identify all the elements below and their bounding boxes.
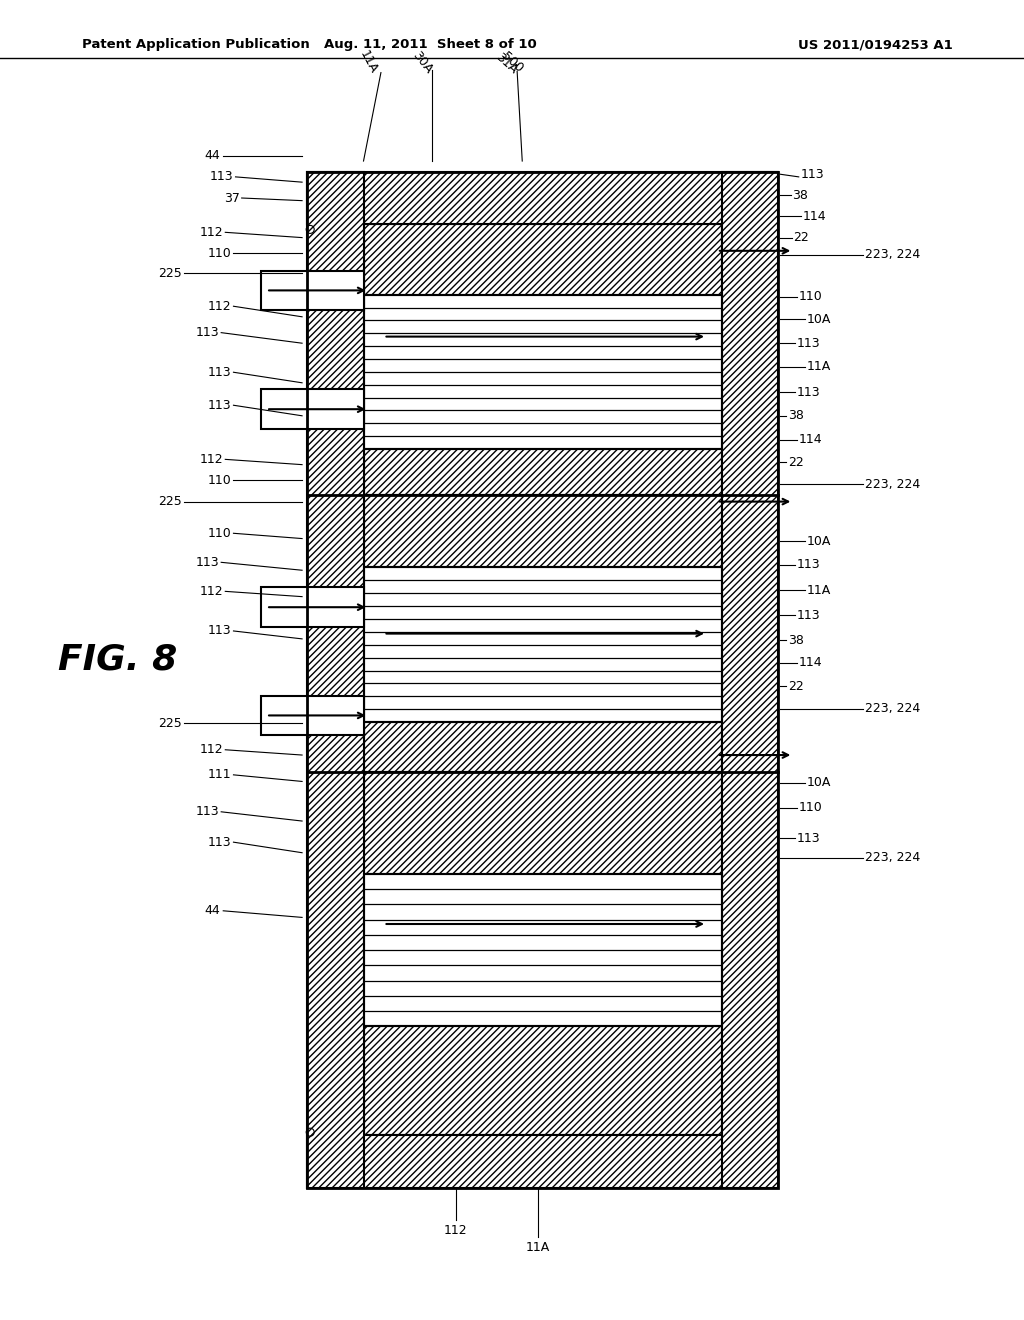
Text: 10A: 10A	[807, 776, 831, 789]
Text: 11A: 11A	[807, 583, 831, 597]
Text: 113: 113	[210, 170, 233, 183]
Text: 114: 114	[799, 433, 822, 446]
Text: 110: 110	[208, 474, 231, 487]
Text: 38: 38	[788, 634, 805, 647]
Text: 113: 113	[208, 399, 231, 412]
Text: Aug. 11, 2011  Sheet 8 of 10: Aug. 11, 2011 Sheet 8 of 10	[324, 38, 537, 51]
Text: 113: 113	[797, 558, 820, 572]
Text: 223, 224: 223, 224	[865, 478, 921, 491]
Text: 11A: 11A	[525, 1241, 550, 1254]
Bar	[307, 172, 778, 224]
Text: 112: 112	[200, 226, 223, 239]
Text: 44: 44	[205, 904, 220, 917]
Text: 113: 113	[208, 366, 231, 379]
Text: 500: 500	[499, 49, 525, 75]
Bar	[261, 696, 364, 735]
Bar	[307, 172, 364, 1188]
Text: 113: 113	[797, 609, 820, 622]
Bar	[307, 1135, 778, 1188]
Text: 30A: 30A	[410, 49, 434, 75]
Text: 113: 113	[797, 832, 820, 845]
Text: 37: 37	[223, 191, 240, 205]
Text: 113: 113	[797, 337, 820, 350]
Bar	[364, 772, 722, 874]
Text: 11A: 11A	[357, 49, 380, 75]
Text: 223, 224: 223, 224	[865, 851, 921, 865]
Text: 38: 38	[788, 409, 805, 422]
Text: 113: 113	[196, 326, 219, 339]
Text: 112: 112	[208, 300, 231, 313]
Bar	[261, 271, 364, 310]
Bar	[364, 294, 722, 449]
Text: 223, 224: 223, 224	[865, 248, 921, 261]
Bar	[722, 172, 778, 1188]
Text: 44: 44	[205, 149, 220, 162]
Text: 113: 113	[797, 385, 820, 399]
Text: 110: 110	[799, 290, 822, 304]
Text: 225: 225	[159, 267, 182, 280]
Text: 114: 114	[803, 210, 826, 223]
Text: FIG. 8: FIG. 8	[58, 643, 177, 677]
Text: 113: 113	[208, 624, 231, 638]
Text: US 2011/0194253 A1: US 2011/0194253 A1	[798, 38, 952, 51]
Text: 22: 22	[794, 231, 809, 244]
Bar	[364, 722, 722, 772]
Text: 112: 112	[200, 743, 223, 756]
Text: 114: 114	[799, 656, 822, 669]
Text: 38: 38	[793, 189, 809, 202]
Text: 10A: 10A	[807, 535, 831, 548]
Bar	[364, 224, 722, 294]
Bar	[364, 495, 722, 568]
Text: 31A: 31A	[494, 50, 520, 77]
Text: Patent Application Publication: Patent Application Publication	[82, 38, 309, 51]
Bar	[364, 874, 722, 1027]
Bar	[261, 389, 364, 429]
Text: 11A: 11A	[807, 360, 831, 374]
Bar	[261, 587, 364, 627]
Text: 112: 112	[443, 1224, 468, 1237]
Text: 112: 112	[200, 585, 223, 598]
Bar	[364, 568, 722, 722]
Bar	[364, 449, 722, 495]
Text: 225: 225	[159, 495, 182, 508]
Bar	[364, 1027, 722, 1135]
Text: 113: 113	[801, 168, 824, 181]
Text: 22: 22	[788, 680, 804, 693]
Text: 113: 113	[208, 836, 231, 849]
Text: 113: 113	[196, 805, 219, 818]
Text: 110: 110	[208, 527, 231, 540]
Text: 223, 224: 223, 224	[865, 702, 921, 715]
Text: 111: 111	[208, 768, 231, 781]
Text: 113: 113	[196, 556, 219, 569]
Text: 112: 112	[200, 453, 223, 466]
Text: 10A: 10A	[807, 313, 831, 326]
Bar	[307, 172, 778, 1188]
Text: 110: 110	[799, 801, 822, 814]
Text: 22: 22	[788, 455, 804, 469]
Text: 225: 225	[159, 717, 182, 730]
Text: 110: 110	[208, 247, 231, 260]
